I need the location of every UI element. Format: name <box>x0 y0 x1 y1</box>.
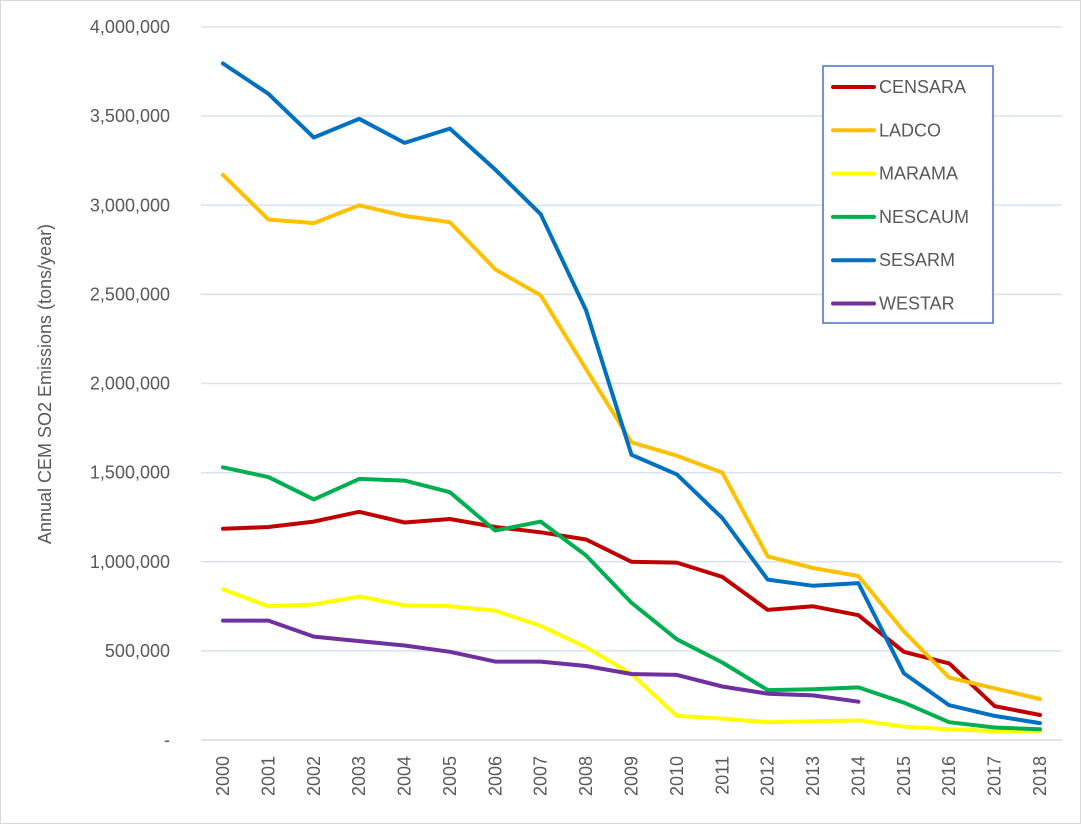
x-axis-tick-labels: 2000 2001 2002 2003 2004 2005 2006 2007 2008 2009… <box>213 756 1050 796</box>
x-tick-label: 2016 <box>939 756 959 796</box>
x-tick-label: 2002 <box>304 756 324 796</box>
x-tick-label: 2010 <box>667 756 687 796</box>
x-tick-label: 2011 <box>712 756 732 795</box>
legend-label-nescaum: NESCAUM <box>879 207 969 227</box>
series-line-censara <box>221 509 1042 717</box>
series-line-ladco <box>221 172 1042 701</box>
y-tick-label: 1,500,000 <box>90 463 170 483</box>
legend-label-sesarm: SESARM <box>879 250 955 270</box>
legend: CENSARA LADCO MARAMA NESCAUM SESARM WESTAR <box>822 65 994 324</box>
x-tick-label: 2014 <box>848 756 868 796</box>
x-tick-label: 2018 <box>1030 756 1050 796</box>
x-tick-label: 2007 <box>531 756 551 796</box>
x-tick-label: 2006 <box>485 756 505 796</box>
legend-label-marama: MARAMA <box>879 164 958 184</box>
y-axis-tick-labels: - 500,000 1,000,000 1,500,000 2,000,000 2,500… <box>90 17 170 750</box>
legend-label-westar: WESTAR <box>879 294 955 314</box>
legend-box <box>822 65 994 324</box>
y-tick-label: - <box>164 730 170 750</box>
series-line-nescaum <box>221 465 1042 732</box>
y-tick-label: 2,500,000 <box>90 284 170 304</box>
x-tick-label: 2003 <box>349 756 369 796</box>
x-tick-label: 2015 <box>894 756 914 796</box>
x-tick-label: 2012 <box>758 756 778 796</box>
series-line-westar <box>221 618 861 704</box>
x-tick-label: 2000 <box>213 756 233 796</box>
x-tick-label: 2008 <box>576 756 596 796</box>
y-tick-label: 3,500,000 <box>90 106 170 126</box>
y-tick-label: 4,000,000 <box>90 17 170 37</box>
legend-label-ladco: LADCO <box>879 120 941 140</box>
legend-label-censara: CENSARA <box>879 77 966 97</box>
x-tick-label: 2001 <box>258 756 278 796</box>
x-tick-label: 2009 <box>622 756 642 796</box>
x-tick-label: 2005 <box>440 756 460 796</box>
y-axis-title: Annual CEM SO2 Emissions (tons/year) <box>35 224 55 544</box>
x-tick-label: 2017 <box>985 756 1005 796</box>
x-tick-label: 2013 <box>803 756 823 796</box>
series-lines <box>221 61 1042 734</box>
series-line-sesarm <box>221 61 1042 726</box>
y-tick-label: 500,000 <box>105 641 170 661</box>
y-tick-label: 1,000,000 <box>90 552 170 572</box>
y-tick-label: 2,000,000 <box>90 374 170 394</box>
x-tick-label: 2004 <box>395 756 415 796</box>
y-tick-label: 3,000,000 <box>90 195 170 215</box>
